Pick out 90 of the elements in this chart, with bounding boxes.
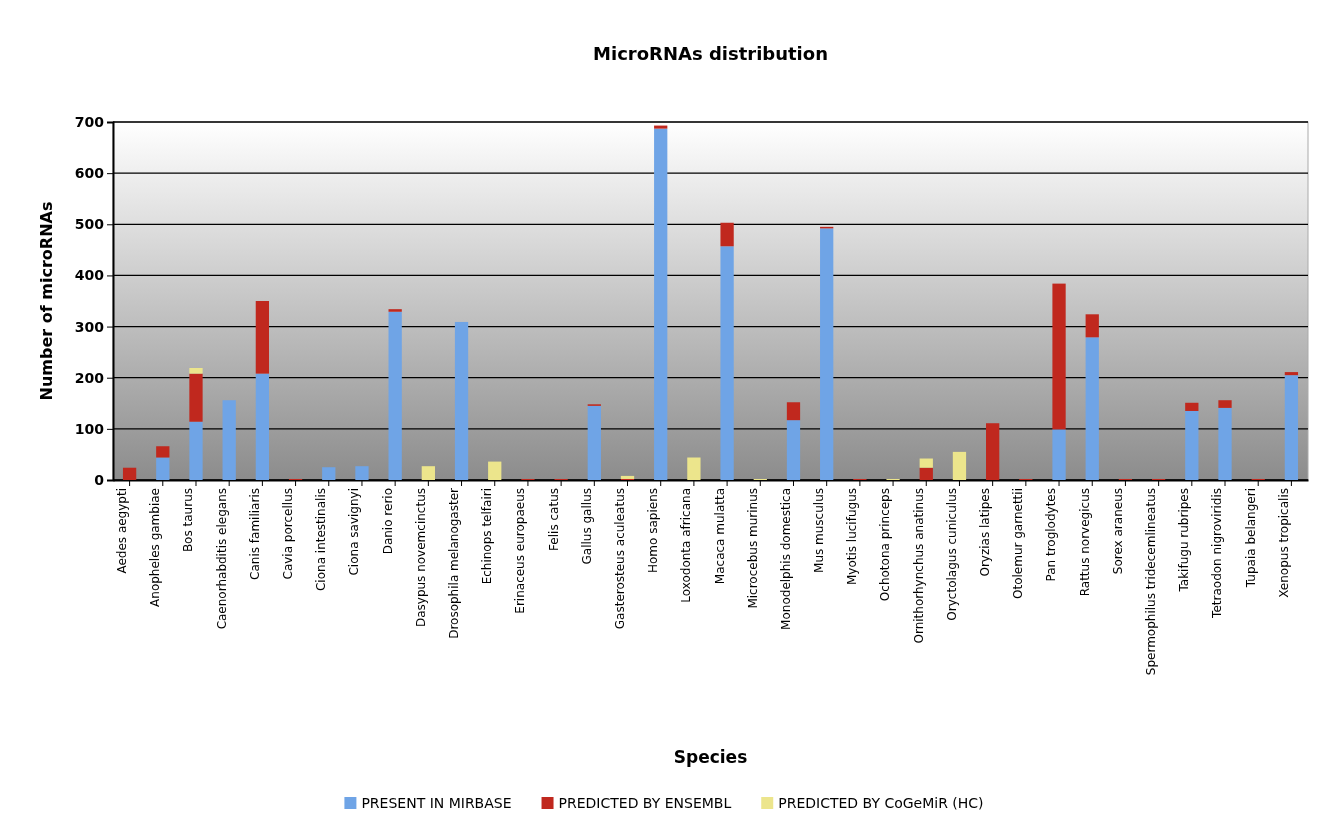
- x-tick-label: Caenorhabditis elegans: [214, 488, 229, 630]
- bar: [620, 475, 635, 479]
- bar: [654, 125, 668, 129]
- bar: [355, 466, 369, 480]
- x-tick-label: Rattus norvegicus: [1077, 488, 1092, 597]
- bar: [654, 128, 668, 480]
- bar: [322, 467, 336, 480]
- x-tick-label: Erinaceus europaeus: [513, 488, 528, 614]
- bar: [189, 368, 203, 374]
- bar: [687, 457, 701, 480]
- bar: [786, 420, 801, 480]
- y-tick-label: 100: [74, 420, 105, 437]
- x-tick-label: Spermophilus tridecemlineatus: [1144, 488, 1159, 676]
- bar: [421, 466, 435, 480]
- x-tick-label: Macaca mulatta: [712, 488, 727, 585]
- legend-label: PREDICTED BY CoGeMiR (HC): [778, 795, 984, 811]
- bar: [156, 457, 170, 480]
- bar: [587, 405, 601, 480]
- bar: [786, 402, 801, 421]
- x-tick-label: Ciona intestinalis: [314, 488, 329, 592]
- bar: [222, 400, 236, 480]
- x-tick-label: Canis familiaris: [247, 488, 262, 580]
- bar: [1052, 429, 1066, 480]
- chart-title: MicroRNAs distribution: [593, 43, 828, 64]
- x-tick-label: Drosophila melanogaster: [446, 487, 461, 639]
- bar: [1218, 400, 1232, 408]
- x-tick-label: Microcebus murinus: [745, 488, 760, 609]
- bar: [454, 321, 469, 480]
- x-tick-label: Tupaia belangeri: [1243, 488, 1258, 589]
- bar: [255, 301, 270, 374]
- x-tick-label: Aedes aegypti: [115, 488, 129, 574]
- bar: [952, 451, 967, 480]
- x-tick-label: Gasterosteus aculeatus: [612, 488, 627, 630]
- y-tick-label: 400: [74, 267, 105, 284]
- bar: [1185, 402, 1199, 411]
- legend-label: PREDICTED BY ENSEMBL: [558, 795, 732, 811]
- bar: [720, 222, 734, 247]
- y-tick-label: 200: [74, 369, 105, 386]
- x-tick-label: Pan troglodytes: [1044, 488, 1059, 582]
- bar: [122, 467, 137, 480]
- y-tick-label: 300: [74, 318, 105, 335]
- x-tick-label: Ciona savignyi: [347, 488, 362, 576]
- bar: [1052, 283, 1066, 430]
- bar: [488, 461, 502, 480]
- x-tick-label: Danio rerio: [380, 488, 395, 555]
- x-tick-label: Oryctolagus cuniculus: [944, 488, 959, 621]
- x-tick-label: Takifugu rubripes: [1177, 488, 1192, 593]
- y-axis-title: Number of microRNAs: [37, 201, 56, 401]
- bar: [720, 246, 734, 480]
- y-tick-label: 700: [74, 113, 105, 130]
- y-tick-label: 0: [94, 471, 105, 488]
- bar: [919, 467, 933, 480]
- bar: [189, 373, 203, 422]
- x-tick-label: Tetraodon nigroviridis: [1210, 488, 1225, 619]
- bar: [189, 421, 203, 480]
- x-tick-label: Oryzias latipes: [978, 488, 993, 577]
- x-tick-label: Anopheles gambiae: [148, 488, 163, 607]
- x-tick-label: Gallus gallus: [579, 488, 594, 565]
- bar: [1185, 410, 1199, 480]
- bar: [255, 373, 270, 480]
- x-tick-label: Myotis lucifugus: [845, 488, 860, 586]
- x-tick-label: Homo sapiens: [646, 488, 661, 574]
- bar: [388, 311, 402, 480]
- x-tick-label: Loxodonta africana: [679, 488, 694, 603]
- x-axis-title: Species: [673, 747, 748, 767]
- legend-label: PRESENT IN MIRBASE: [361, 795, 512, 811]
- x-tick-label: Felis catus: [546, 488, 561, 551]
- bar: [919, 458, 933, 468]
- x-tick-label: Cavia porcellus: [280, 488, 295, 580]
- x-tick-label: Ornithorhynchus anatinus: [911, 488, 926, 644]
- bar: [1284, 375, 1299, 480]
- bar: [820, 228, 834, 480]
- x-tick-label: Xenopus tropicalis: [1276, 488, 1291, 598]
- x-tick-label: Monodelphis domestica: [778, 488, 793, 630]
- bar: [156, 446, 170, 458]
- y-tick-label: 500: [74, 216, 105, 233]
- x-tick-label: Dasypus novemcinctus: [413, 488, 428, 628]
- bar: [986, 423, 1000, 480]
- x-tick-label: Sorex araneus: [1110, 488, 1125, 575]
- bar: [1218, 407, 1232, 480]
- y-tick-label: 600: [74, 165, 105, 182]
- bar: [1085, 314, 1099, 338]
- x-tick-label: Echinops telfairi: [480, 488, 495, 585]
- x-tick-label: Ochotona princeps: [878, 488, 893, 602]
- x-tick-label: Bos taurus: [181, 488, 196, 553]
- x-tick-label: Mus musculus: [812, 488, 827, 573]
- bar: [388, 309, 402, 312]
- x-tick-label: Otolemur garnettii: [1011, 488, 1026, 600]
- bar: [1085, 337, 1099, 480]
- bar: [1284, 372, 1299, 376]
